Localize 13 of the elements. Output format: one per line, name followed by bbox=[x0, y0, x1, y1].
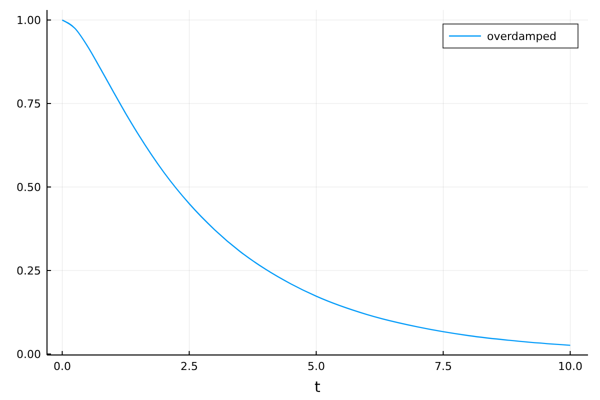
x-tick-label: 0.0 bbox=[53, 360, 71, 373]
x-tick-label: 2.5 bbox=[180, 360, 198, 373]
line-series bbox=[62, 19, 571, 346]
x-tick-label: 5.0 bbox=[307, 360, 325, 373]
x-tick-label: 10.0 bbox=[558, 360, 582, 373]
y-tick-label: 0.50 bbox=[16, 181, 41, 194]
x-tick-label: 7.5 bbox=[434, 360, 452, 373]
y-tick-label: 0.75 bbox=[16, 98, 41, 111]
y-tick-label: 0.25 bbox=[16, 264, 41, 278]
y-tick-label: 0.00 bbox=[16, 348, 41, 361]
y-tick-label: 1.00 bbox=[16, 14, 41, 28]
x-axis-title: t bbox=[314, 378, 321, 396]
legend-label: overdamped bbox=[487, 30, 557, 43]
